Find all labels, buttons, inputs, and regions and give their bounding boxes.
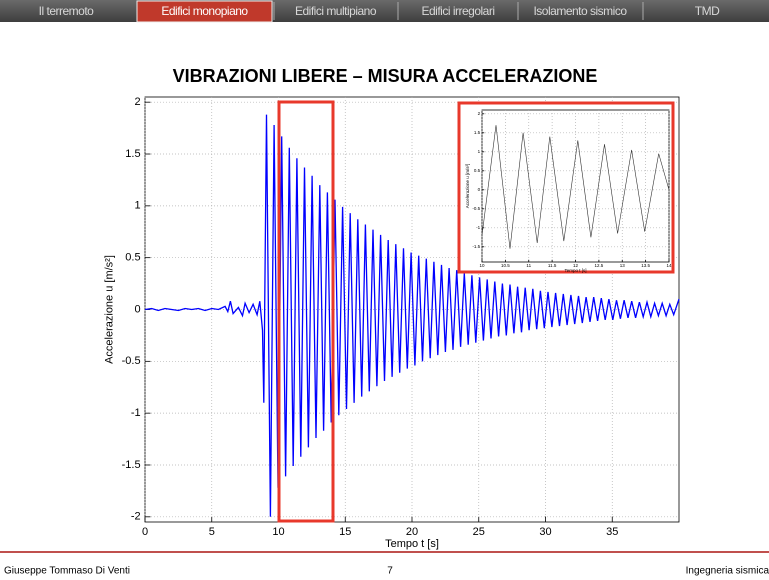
x-tick-label: 10 xyxy=(479,263,485,268)
x-tick-label: 30 xyxy=(539,526,551,538)
y-tick-label: -0.5 xyxy=(122,355,141,367)
nav-tab[interactable]: Il terremoto xyxy=(39,4,95,18)
x-tick-label: 0 xyxy=(142,526,148,538)
x-tick-label: 20 xyxy=(406,526,418,538)
y-tick-label: -1.5 xyxy=(122,459,141,471)
y-tick-label: -1.5 xyxy=(472,244,480,249)
x-tick-label: 12 xyxy=(573,263,579,268)
highlight-box xyxy=(277,100,335,523)
x-tick-label: 15 xyxy=(339,526,351,538)
y-tick-label: 1 xyxy=(478,149,481,154)
inset-chart: 10 10.5 11 11.5 12 12.5 13 13.5 14-1.5-1-0.500.5… xyxy=(465,109,672,273)
x-axis-label: Tempo t [s] xyxy=(385,538,439,550)
x-tick-label: 35 xyxy=(606,526,618,538)
x-tick-label: 11 xyxy=(526,263,531,268)
data-line xyxy=(144,114,680,517)
nav-bar xyxy=(0,0,769,22)
x-tick-label: 14 xyxy=(666,263,672,268)
y-tick-label: 1 xyxy=(134,200,140,212)
y-tick-label: 2 xyxy=(478,111,481,116)
y-tick-label: -1 xyxy=(131,407,141,419)
x-tick-label: 25 xyxy=(473,526,485,538)
y-tick-label: 0 xyxy=(478,187,481,192)
footer-author: Giuseppe Tommaso Di Venti xyxy=(4,566,130,577)
nav-tab[interactable]: Edifici irregolari xyxy=(421,4,495,18)
x-tick-label: 12.5 xyxy=(594,263,603,268)
x-tick-label: 13.5 xyxy=(641,263,650,268)
nav-tab-active xyxy=(136,0,273,23)
y-tick-label: 1.5 xyxy=(125,148,140,160)
y-tick-label: -2 xyxy=(131,511,141,523)
x-tick-label: 10 xyxy=(272,526,284,538)
x-tick-label: 11.5 xyxy=(548,263,557,268)
y-axis-label: Accelerazione u [m/s²] xyxy=(104,255,116,364)
footer-page: 7 xyxy=(387,566,393,577)
nav-tab[interactable]: Isolamento sismico xyxy=(533,4,627,18)
y-tick-label: 0 xyxy=(134,303,140,315)
y-tick-label: -1 xyxy=(476,225,480,230)
nav-tab[interactable]: Edifici monopiano xyxy=(161,4,249,18)
nav: Il terremoto Edifici monopiano Edifici mul… xyxy=(39,0,721,23)
footer-course: Ingegneria sismica xyxy=(686,566,769,577)
y-tick-label: 0.5 xyxy=(125,252,140,264)
x-tick-label: 13 xyxy=(620,263,626,268)
y-tick-label: 1.5 xyxy=(474,130,481,135)
y-tick-label: 0.5 xyxy=(474,168,481,173)
x-axis-label: Tempo t [s] xyxy=(564,268,586,273)
x-tick-label: 10.5 xyxy=(501,263,510,268)
data-line xyxy=(481,125,670,249)
nav-tab[interactable]: TMD xyxy=(695,4,721,18)
nav-tab[interactable]: Edifici multipiano xyxy=(295,4,377,18)
y-tick-label: -0.5 xyxy=(472,206,480,211)
slide-title: VIBRAZIONI LIBERE – MISURA ACCELERAZIONE xyxy=(173,66,598,86)
y-axis-label: Accelerazione u [m/s²] xyxy=(465,164,470,209)
y-tick-label: 2 xyxy=(134,96,140,108)
x-tick-label: 5 xyxy=(209,526,215,538)
